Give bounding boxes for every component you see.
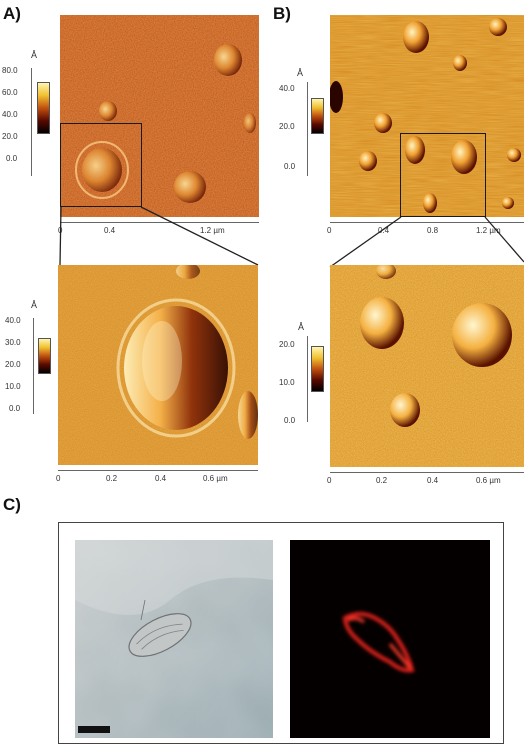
panel-a-top-z-tick: 40.0 bbox=[2, 110, 18, 119]
panel-a-bottom-x-tick: 0.4 bbox=[155, 474, 167, 483]
panel-b-bottom-z-tick: 0.0 bbox=[284, 416, 296, 425]
panel-b-label: B) bbox=[273, 4, 291, 23]
panel-b-bottom-x-tick: 0.2 bbox=[376, 476, 388, 485]
panel-c-fluorescence-image bbox=[290, 540, 490, 738]
panel-a-zoom-region bbox=[60, 123, 142, 207]
panel-a-top-z-tick: 20.0 bbox=[2, 132, 18, 141]
panel-a-bottom-z-tick: 0.0 bbox=[9, 404, 21, 413]
panel-b-top-z-tick: 40.0 bbox=[279, 84, 295, 93]
panel-b-bottom-z-tick: 20.0 bbox=[279, 340, 295, 349]
panel-b-bottom-z-tick: 10.0 bbox=[279, 378, 295, 387]
panel-b-top-colorbar bbox=[311, 98, 324, 134]
panel-b-bottom-z-axis bbox=[307, 336, 308, 422]
panel-a-top-z-tick: 0.0 bbox=[6, 154, 18, 163]
panel-b-top-x-tick: 0.4 bbox=[378, 226, 390, 235]
panel-b-top-z-tick: 20.0 bbox=[279, 122, 295, 131]
panel-b-bottom-afm-image bbox=[330, 265, 524, 467]
panel-b-zoom-region bbox=[400, 133, 486, 217]
panel-b-zoom-connectors bbox=[329, 216, 524, 268]
panel-a-bottom-x-tick: 0.6 µm bbox=[203, 474, 228, 483]
panel-b-bottom-colorbar bbox=[311, 346, 324, 392]
panel-a-bottom-x-tick: 0 bbox=[56, 474, 61, 483]
panel-b-top-x-tick: 0.8 bbox=[427, 226, 439, 235]
panel-a-top-x-tick: 1.2 µm bbox=[200, 226, 225, 235]
panel-a-label: A) bbox=[3, 4, 21, 23]
panel-b-top-unit: Å bbox=[297, 68, 304, 78]
panel-a-bottom-colorbar bbox=[38, 338, 51, 374]
panel-a-bottom-z-tick: 20.0 bbox=[5, 360, 21, 369]
panel-c-frame bbox=[58, 522, 504, 744]
panel-a-bottom-unit: Å bbox=[31, 300, 38, 310]
panel-b-top-z-axis bbox=[307, 82, 308, 176]
panel-b-top-x-tick: 1.2 µm bbox=[476, 226, 501, 235]
panel-b-bottom-x-tick: 0 bbox=[327, 476, 332, 485]
panel-b-top-afm-image bbox=[330, 15, 524, 217]
panel-a-top-x-axis bbox=[60, 222, 259, 223]
panel-a-bottom-z-tick: 40.0 bbox=[5, 316, 21, 325]
cell-outline bbox=[128, 613, 192, 657]
panel-a-top-z-tick: 60.0 bbox=[2, 88, 18, 97]
panel-c-label: C) bbox=[3, 495, 21, 514]
panel-a-top-z-axis bbox=[31, 68, 32, 176]
panel-a-top-x-tick: 0.4 bbox=[104, 226, 116, 235]
panel-a-zoom-connectors bbox=[59, 206, 259, 266]
scale-bar bbox=[78, 726, 110, 733]
panel-a-bottom-x-axis bbox=[58, 470, 258, 471]
panel-a-top-afm-image bbox=[60, 15, 259, 217]
panel-a-bottom-z-tick: 30.0 bbox=[5, 338, 21, 347]
panel-b-bottom-x-tick: 0.6 µm bbox=[476, 476, 501, 485]
panel-b-top-x-tick: 0 bbox=[327, 226, 332, 235]
panel-a-bottom-afm-image bbox=[58, 265, 258, 465]
panel-b-top-x-axis bbox=[330, 222, 524, 223]
panel-b-bottom-x-axis bbox=[330, 472, 524, 473]
panel-c-brightfield-image bbox=[75, 540, 273, 738]
panel-a-bottom-z-axis bbox=[33, 318, 34, 414]
panel-b-bottom-x-tick: 0.4 bbox=[427, 476, 439, 485]
panel-a-top-unit: Å bbox=[31, 50, 38, 60]
panel-a-bottom-z-tick: 10.0 bbox=[5, 382, 21, 391]
vesicle-shape bbox=[214, 44, 242, 76]
panel-a-top-z-tick: 80.0 bbox=[2, 66, 18, 75]
panel-b-top-z-tick: 0.0 bbox=[284, 162, 296, 171]
panel-a-top-colorbar bbox=[37, 82, 50, 134]
panel-b-bottom-unit: Å bbox=[298, 322, 305, 332]
fluorescent-cell bbox=[342, 612, 415, 673]
panel-a-bottom-x-tick: 0.2 bbox=[106, 474, 118, 483]
